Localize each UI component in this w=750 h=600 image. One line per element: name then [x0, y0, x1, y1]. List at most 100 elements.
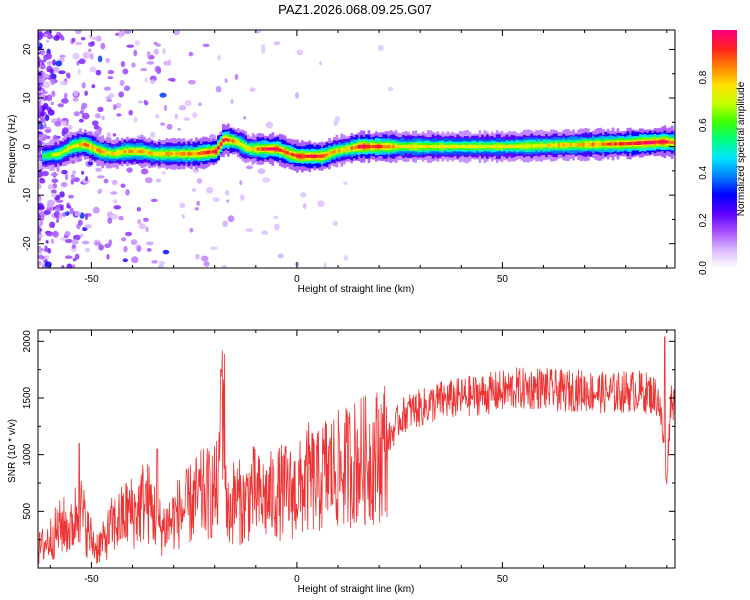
spectrogram-noise-blob [84, 247, 91, 253]
spectrogram-noise-blob [163, 60, 171, 66]
y-tick-label: 20 [22, 43, 33, 55]
spectrogram-noise-blob [144, 77, 148, 83]
spectrogram-ridge-cell [303, 154, 307, 158]
spectrogram-noise-blob [52, 230, 59, 238]
spectrogram-ridge-cell [214, 149, 218, 154]
spectrogram-noise-blob [95, 167, 102, 172]
spectrogram-noise-blob [49, 221, 56, 229]
colorbar-tick-label: 0.4 [698, 165, 709, 179]
spectrogram-ridge-cell [463, 144, 467, 149]
spectrogram-noise-blob [39, 93, 46, 101]
spectrogram-noise-blob [45, 129, 51, 133]
spectrogram-noise-blob [319, 61, 323, 66]
spectrogram-noise-blob [203, 261, 210, 267]
spectrogram-ridge-cell [488, 145, 492, 149]
spectrogram-ridge-cell [372, 145, 376, 149]
spectrogram-noise-blob [51, 189, 57, 194]
spectrogram-noise-blob [163, 104, 168, 112]
spectrogram-noise-blob [143, 99, 147, 105]
spectrogram-ridge-cell [101, 150, 104, 154]
spectrogram-noise-blob [294, 91, 300, 99]
spectrogram-noise-blob [173, 30, 180, 36]
spectrogram-noise-blob [131, 256, 139, 264]
spectrogram-ridge-cell [264, 147, 267, 151]
spectrogram-ridge-cell [596, 142, 600, 146]
spectrogram-ridge-cell [140, 149, 144, 154]
spectrogram-ridge-cell [145, 150, 149, 154]
spectrogram-noise-blob [87, 41, 95, 47]
spectrogram-panel: -50 0 50 -20 -10 0 10 20 Height of straight lin… [7, 29, 676, 295]
spectrogram-noise-blob [196, 178, 203, 184]
spectrogram-ridge-cell [508, 144, 511, 149]
spectrogram-noise-blob [82, 51, 90, 59]
spectrogram-noise-blob [138, 223, 146, 230]
spectrogram-noise-blob [38, 78, 45, 84]
spectrogram-ridge-cell [453, 144, 457, 149]
spectrogram-noise-blob [323, 262, 327, 268]
spectrogram-noise-blob [58, 70, 66, 75]
spectrogram-noise-blob [71, 264, 76, 268]
spectrogram-noise-blob [79, 110, 84, 115]
spectrogram-noise-blob [260, 47, 266, 54]
spectrogram-ridge-cell [483, 144, 487, 149]
spectrogram-noise-blob [105, 96, 112, 100]
spectrogram-noise-blob [75, 41, 83, 46]
snr-panel: -50 0 50 500 1000 1500 2000 Height of straight… [7, 329, 676, 595]
spectrogram-noise-blob [377, 44, 384, 51]
spectrogram-ridge-cell [451, 144, 455, 149]
spectrogram-noise-blob [45, 30, 53, 35]
spectrogram-noise-blob [178, 104, 187, 111]
spectrogram-noise-blob [158, 260, 166, 266]
spectrogram-ridge-cell [209, 150, 213, 154]
y-tick-label: 10 [22, 92, 33, 104]
spectrogram-ridge-cell [323, 153, 326, 158]
spectrogram-ridge-cell [594, 142, 598, 147]
spectrogram-noise-blob [101, 116, 105, 120]
spectrogram-ridge-cell [621, 142, 625, 146]
spectrogram-noise-blob [54, 206, 61, 213]
spectrogram-noise-blob [38, 139, 42, 147]
spectrogram-ridge-cell [44, 154, 48, 158]
snr-ticks: -50 0 50 500 1000 1500 2000 [22, 330, 675, 585]
spectrogram-noise-blob [112, 133, 117, 137]
spectrogram-ridge-cell [537, 144, 541, 148]
spectrogram-ridge-cell [552, 143, 556, 148]
spectrogram-noise-blob [273, 215, 279, 220]
y-tick-label: 500 [22, 503, 33, 520]
spectrogram-ridge-cell [180, 151, 183, 156]
spectrogram-noise-blob [265, 121, 273, 129]
spectrogram-ridge-cell [165, 151, 169, 156]
spectrogram-noise-blob [134, 40, 140, 46]
spectrogram-ridge-cell [261, 147, 265, 151]
spectrogram-noise-blob [77, 219, 83, 226]
spectrogram-noise-blob [59, 212, 63, 220]
spectrogram-noise-blob [46, 94, 53, 102]
spectrogram-noise-blob [188, 79, 196, 85]
spectrogram-noise-blob [38, 213, 41, 220]
spectrogram-noise-blob [145, 226, 149, 233]
spectrogram-ridge-cell [111, 151, 114, 156]
spectrogram-noise-blob [210, 246, 218, 251]
spectrogram-noise-blob [73, 111, 80, 117]
spectrogram-noise-blob [155, 178, 162, 183]
spectrogram-ridge-cell [577, 143, 580, 147]
spectrogram-noise-blob [42, 133, 48, 141]
spectrogram-ridge-cell [325, 153, 329, 157]
spectrogram-noise-blob [198, 102, 202, 107]
spectrogram-noise-blob [38, 108, 41, 114]
spectrogram-noise-blob [128, 109, 133, 116]
spectrogram-noise-blob [123, 85, 131, 92]
spectrogram-xlabel: Height of straight line (km) [298, 284, 415, 295]
colorbar-tick-label: 0.2 [698, 213, 709, 227]
spectrogram-noise-blob [222, 264, 227, 268]
spectrogram-ridge-cell [340, 148, 344, 152]
spectrogram-ridge-cell [259, 147, 262, 151]
spectrogram-noise-blob [50, 238, 55, 244]
spectrogram-ridge-cell [387, 144, 390, 149]
spectrogram-noise-blob [38, 237, 42, 242]
spectrogram-noise-blob [71, 247, 78, 253]
spectrogram-noise-blob [387, 86, 394, 92]
spectrogram-ridge-cell [436, 145, 440, 149]
spectrogram-ridge-cell [320, 154, 324, 159]
